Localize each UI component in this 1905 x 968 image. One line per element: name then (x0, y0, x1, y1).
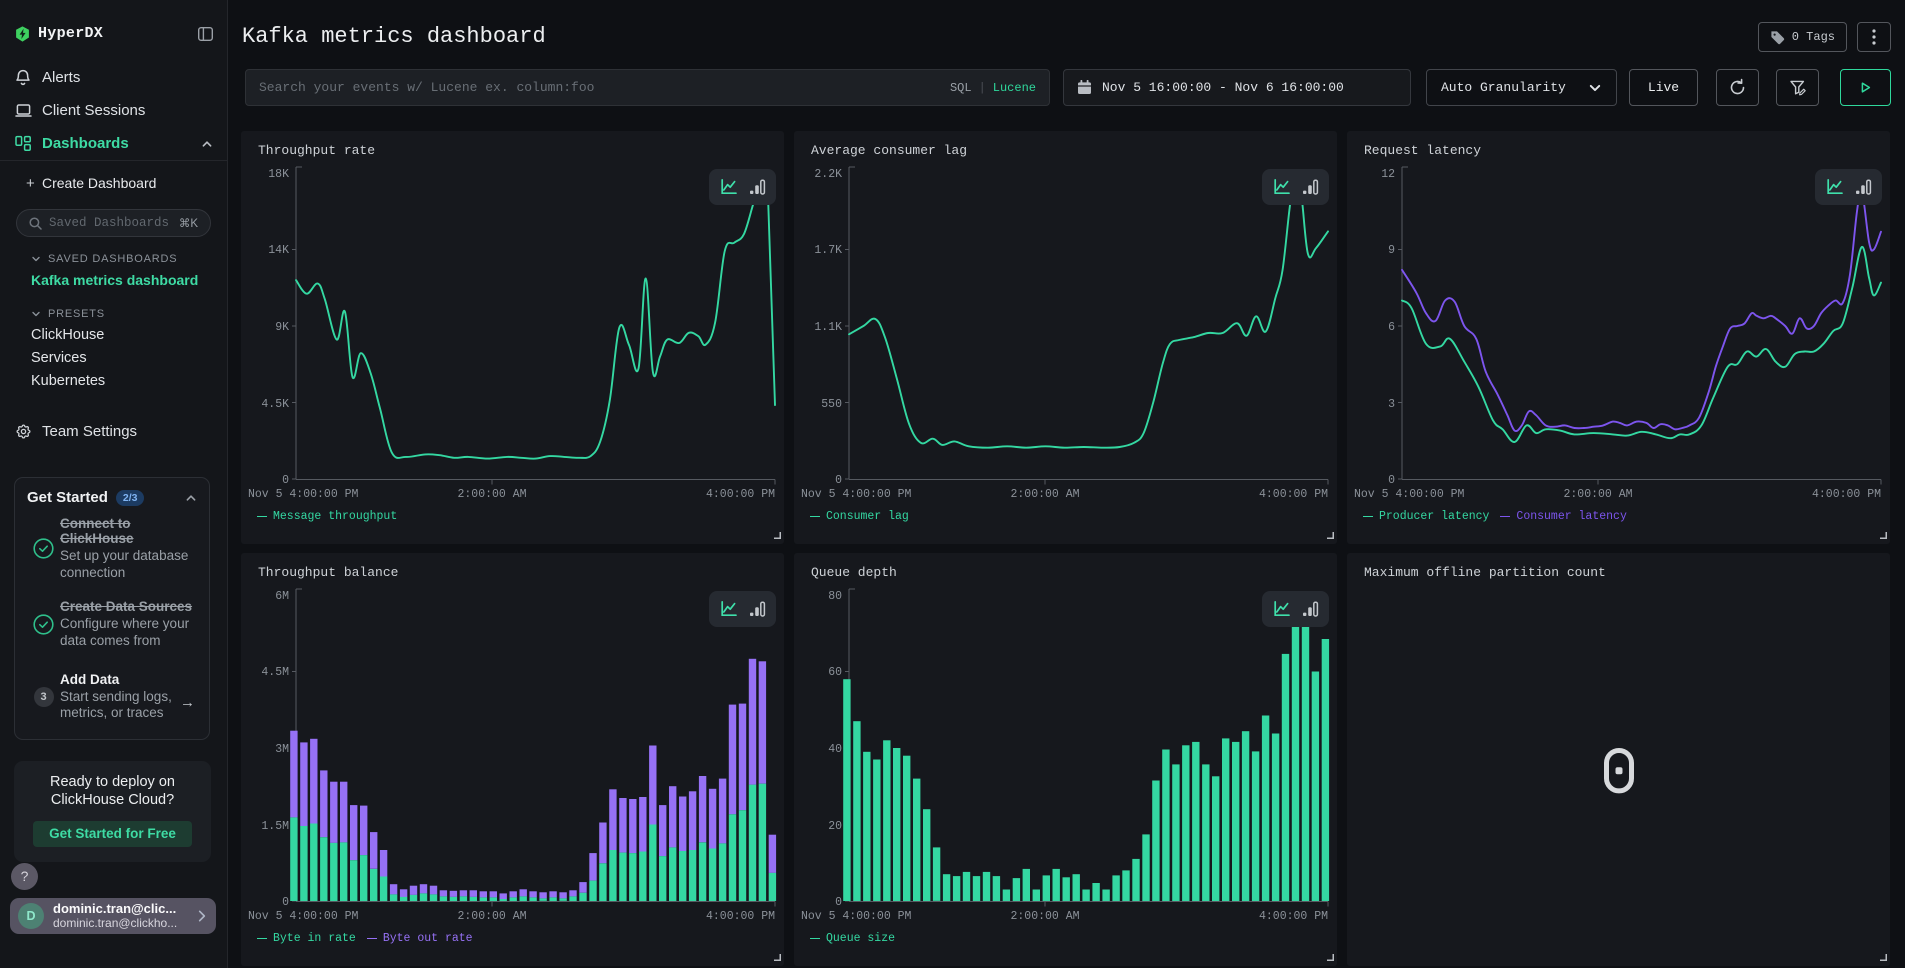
svg-text:40: 40 (828, 743, 842, 756)
svg-text:18K: 18K (268, 168, 289, 181)
svg-text:3M: 3M (275, 743, 289, 756)
svg-text:4:00:00 PM: 4:00:00 PM (706, 488, 775, 501)
svg-text:550: 550 (821, 398, 842, 411)
svg-text:80: 80 (828, 590, 842, 603)
svg-text:0: 0 (1388, 474, 1395, 487)
svg-text:1.1K: 1.1K (814, 321, 842, 334)
svg-text:0: 0 (835, 474, 842, 487)
svg-text:1.5M: 1.5M (261, 820, 289, 833)
svg-text:6: 6 (1388, 321, 1395, 334)
svg-text:4:00:00 PM: 4:00:00 PM (1259, 910, 1328, 923)
svg-text:2:00:00 AM: 2:00:00 AM (457, 488, 526, 501)
svg-text:60: 60 (828, 666, 842, 679)
svg-text:Nov 5 4:00:00 PM: Nov 5 4:00:00 PM (248, 910, 359, 923)
svg-text:0: 0 (835, 896, 842, 909)
svg-text:9: 9 (1388, 244, 1395, 257)
svg-text:2.2K: 2.2K (814, 168, 842, 181)
svg-text:Nov 5 4:00:00 PM: Nov 5 4:00:00 PM (801, 488, 912, 501)
svg-text:12: 12 (1381, 168, 1395, 181)
svg-text:4:00:00 PM: 4:00:00 PM (706, 910, 775, 923)
svg-text:4.5K: 4.5K (261, 398, 289, 411)
svg-text:14K: 14K (268, 244, 289, 257)
svg-text:20: 20 (828, 820, 842, 833)
svg-text:2:00:00 AM: 2:00:00 AM (1010, 910, 1079, 923)
svg-text:6M: 6M (275, 590, 289, 603)
svg-text:4.5M: 4.5M (261, 666, 289, 679)
svg-text:4:00:00 PM: 4:00:00 PM (1259, 488, 1328, 501)
svg-text:4:00:00 PM: 4:00:00 PM (1812, 488, 1881, 501)
svg-text:2:00:00 AM: 2:00:00 AM (1563, 488, 1632, 501)
svg-text:Nov 5 4:00:00 PM: Nov 5 4:00:00 PM (801, 910, 912, 923)
svg-text:1.7K: 1.7K (814, 244, 842, 257)
svg-text:3: 3 (1388, 398, 1395, 411)
svg-text:9K: 9K (275, 321, 289, 334)
svg-text:0: 0 (282, 896, 289, 909)
svg-text:Nov 5 4:00:00 PM: Nov 5 4:00:00 PM (248, 488, 359, 501)
svg-text:2:00:00 AM: 2:00:00 AM (1010, 488, 1079, 501)
svg-text:2:00:00 AM: 2:00:00 AM (457, 910, 526, 923)
svg-text:Nov 5 4:00:00 PM: Nov 5 4:00:00 PM (1354, 488, 1465, 501)
svg-text:0: 0 (282, 474, 289, 487)
